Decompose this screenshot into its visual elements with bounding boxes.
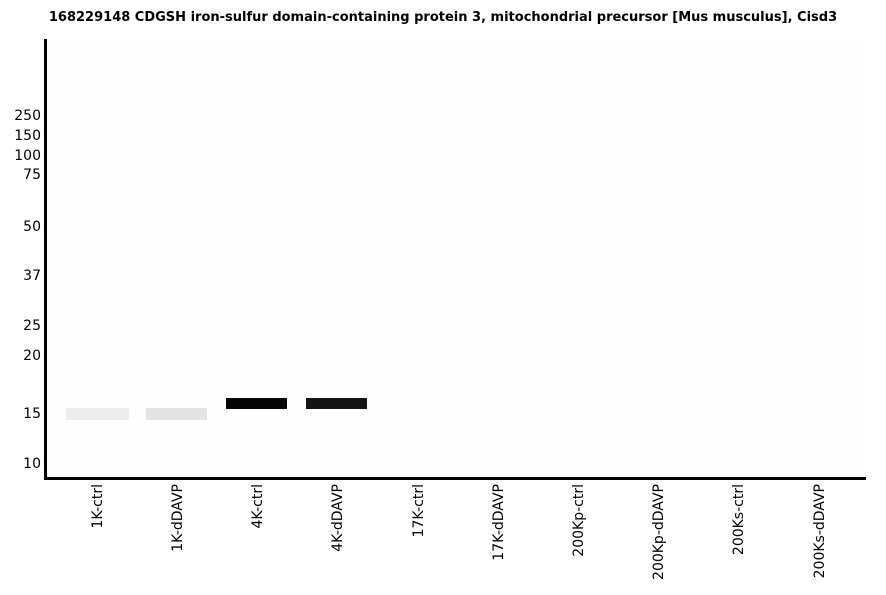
chart-title: 168229148 CDGSH iron-sulfur domain-conta… (48, 10, 838, 25)
band-4K-dDAVP (305, 397, 367, 409)
band-1K-ctrl (65, 408, 129, 420)
plot-area (47, 40, 866, 477)
y-tick-75: 75 (23, 167, 41, 183)
x-label-17K-ctrl: 17K-ctrl (411, 484, 427, 538)
x-label-4K-ctrl: 4K-ctrl (250, 484, 266, 529)
x-label-200Kp-ctrl: 200Kp-ctrl (571, 484, 587, 557)
y-tick-25: 25 (23, 318, 41, 334)
y-tick-250: 250 (14, 108, 41, 124)
y-tick-10: 10 (23, 456, 41, 472)
x-label-17K-dDAVP: 17K-dDAVP (491, 484, 507, 561)
band-4K-ctrl (225, 397, 287, 409)
x-label-1K-ctrl: 1K-ctrl (90, 484, 106, 529)
y-tick-150: 150 (14, 128, 41, 144)
y-tick-100: 100 (14, 148, 41, 164)
x-label-200Ks-dDAVP: 200Ks-dDAVP (812, 484, 828, 579)
band-1K-dDAVP (145, 408, 207, 420)
x-label-200Ks-ctrl: 200Ks-ctrl (731, 484, 747, 556)
x-axis-spine (44, 477, 866, 480)
y-tick-15: 15 (23, 406, 41, 422)
y-tick-20: 20 (23, 348, 41, 364)
y-tick-37: 37 (23, 268, 41, 284)
x-label-200Kp-dDAVP: 200Kp-dDAVP (651, 484, 667, 580)
x-label-4K-dDAVP: 4K-dDAVP (330, 484, 346, 552)
y-axis-spine (44, 39, 47, 480)
x-label-1K-dDAVP: 1K-dDAVP (170, 484, 186, 552)
y-tick-50: 50 (23, 219, 41, 235)
